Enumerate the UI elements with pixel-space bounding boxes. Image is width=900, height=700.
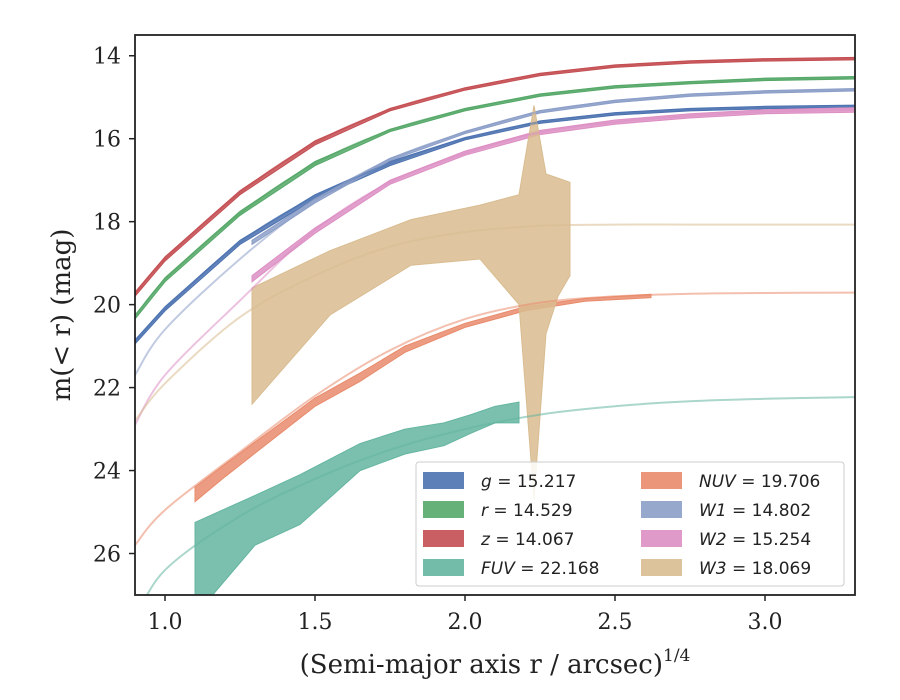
legend-label-w3: W3 = 18.069	[699, 559, 811, 579]
model-curve-w2	[135, 108, 855, 426]
x-axis-label: (Semi-major axis r / arcsec)1/4	[300, 646, 691, 680]
legend-label-z: z = 14.067	[480, 530, 574, 550]
legend-swatch-g	[423, 472, 464, 489]
model-curves	[135, 57, 855, 595]
legend-swatch-w2	[641, 530, 682, 547]
y-axis-label: m(< r) (mag)	[47, 229, 77, 402]
x-tick-label: 3.0	[748, 610, 783, 635]
model-curve-nuv	[135, 291, 855, 546]
legend-swatch-w1	[641, 501, 682, 518]
band-w3	[251, 105, 571, 500]
legend-swatch-fuv	[423, 559, 464, 576]
band-w2	[251, 107, 855, 283]
y-tick-label: 16	[93, 128, 121, 153]
x-tick-label: 2.0	[448, 610, 483, 635]
model-curve-w1	[135, 88, 855, 376]
legend-frame	[415, 461, 845, 587]
legend: g = 15.217 r = 14.529 z = 14.067 FUV = 22.1…	[415, 461, 845, 587]
x-tick-label: 1.5	[298, 610, 333, 635]
model-curve-r	[135, 76, 855, 318]
model-curve-fuv	[145, 396, 855, 595]
x-tick-label: 2.5	[598, 610, 633, 635]
band-w1	[251, 87, 855, 246]
band-nuv	[194, 293, 652, 503]
legend-swatch-nuv	[641, 472, 682, 489]
x-tick-label: 1.0	[148, 610, 183, 635]
legend-label-w1: W1 = 14.802	[699, 501, 811, 521]
y-tick-label: 26	[93, 543, 121, 568]
y-tick-label: 14	[93, 45, 121, 70]
model-curve-z	[135, 57, 855, 295]
legend-label-r: r = 14.529	[481, 501, 573, 521]
legend-label-g: g = 15.217	[481, 472, 576, 492]
model-curve-g	[135, 105, 855, 343]
y-tick-label: 20	[93, 294, 121, 319]
plot-frame	[134, 34, 856, 596]
y-tick-label: 18	[93, 211, 121, 236]
x-axis-ticks: 1.0 1.5 2.0 2.5 3.0	[148, 595, 783, 635]
y-axis-ticks: 14 16 18 20 22 24 26	[93, 45, 135, 568]
legend-swatch-z	[423, 530, 464, 547]
y-tick-label: 22	[93, 377, 121, 402]
model-curve-w3	[135, 223, 855, 422]
legend-swatch-r	[423, 501, 464, 518]
legend-label-fuv: FUV = 22.168	[481, 559, 599, 579]
legend-label-nuv: NUV = 19.706	[699, 472, 820, 492]
legend-swatch-w3	[641, 559, 682, 576]
y-tick-label: 24	[93, 460, 121, 485]
band-fuv	[194, 401, 520, 595]
legend-label-w2: W2 = 15.254	[699, 530, 811, 550]
